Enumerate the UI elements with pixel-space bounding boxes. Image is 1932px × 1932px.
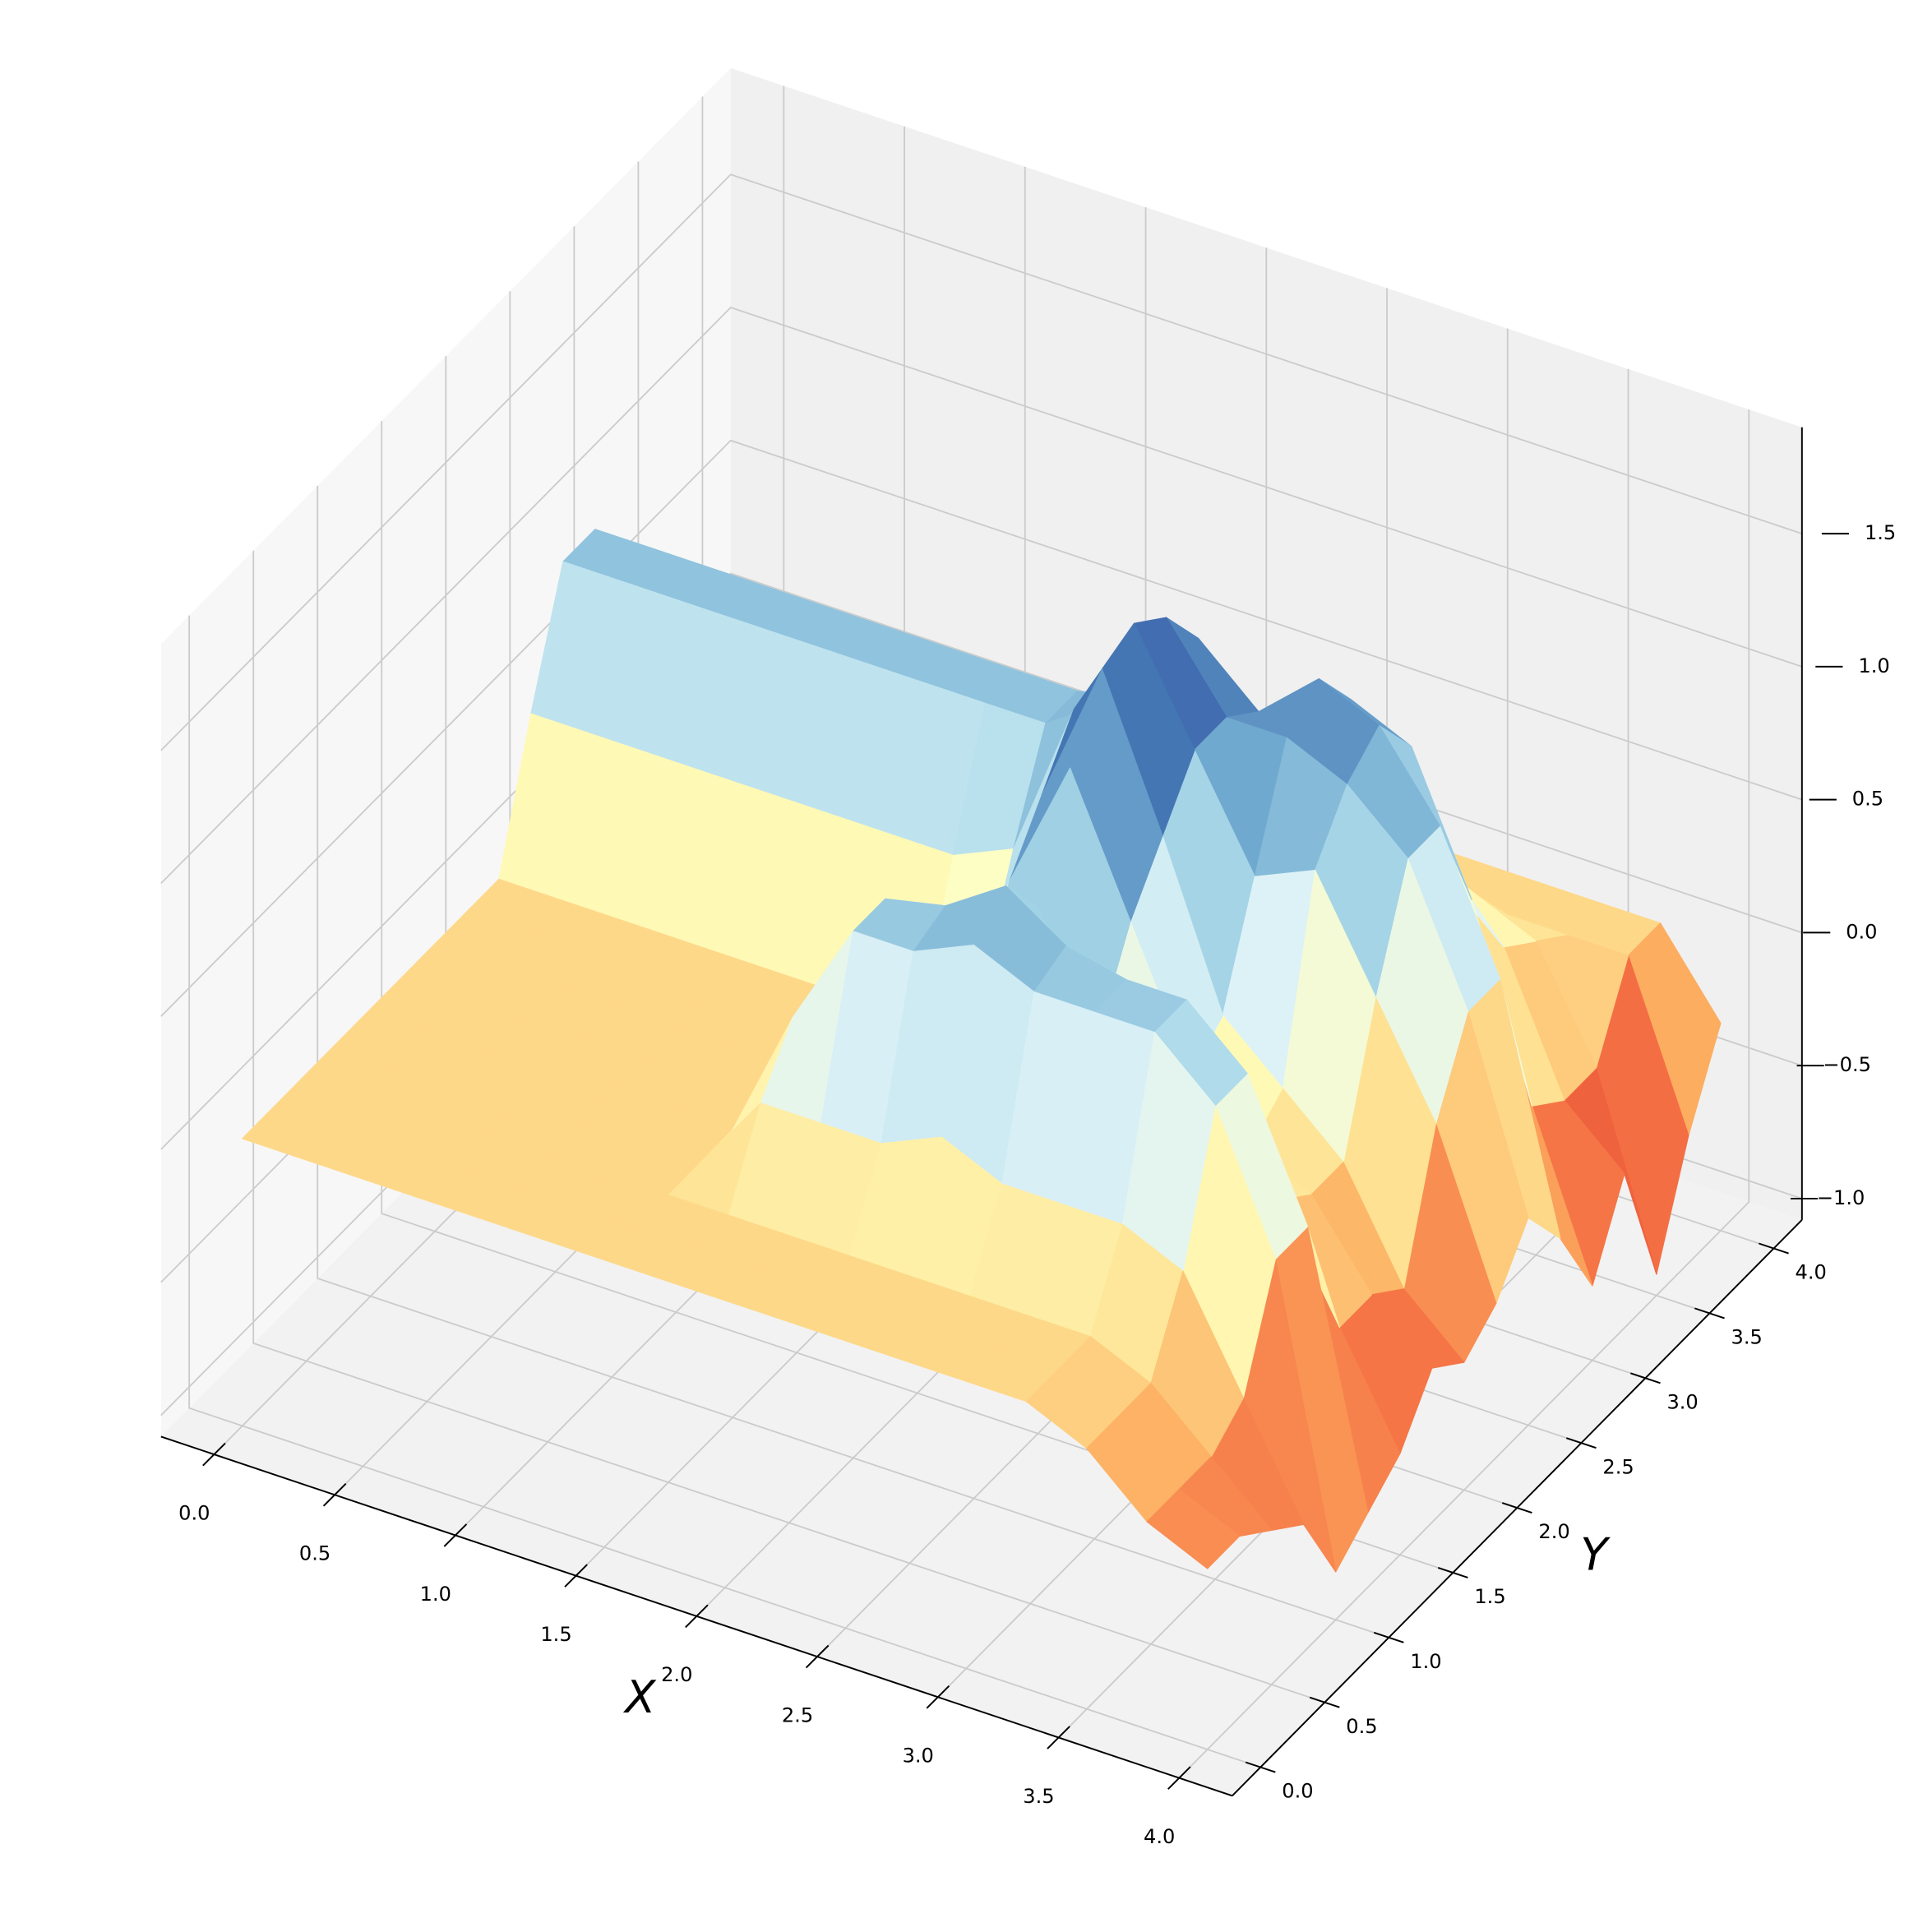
y-tick	[1501, 1502, 1532, 1514]
x-tick	[443, 1523, 468, 1547]
y-tick-label: 1.0	[1410, 1650, 1441, 1673]
z-tick-label: 1.0	[1858, 654, 1889, 677]
z-tick-label: −1.0	[1817, 1186, 1865, 1209]
grid-line	[160, 439, 1803, 1017]
x-tick-label: 0.0	[178, 1501, 210, 1524]
x-axis-label: X	[622, 1671, 657, 1723]
y-tick	[1759, 1242, 1789, 1255]
z-tick-label: 1.5	[1865, 521, 1896, 544]
x-tick-label: 0.5	[299, 1542, 330, 1565]
y-tick	[1566, 1437, 1597, 1449]
x-tick	[685, 1604, 709, 1629]
grid-line	[160, 572, 1803, 1150]
x-tick-label: 2.0	[661, 1663, 692, 1686]
grid-line	[160, 173, 1803, 751]
y-tick-label: 3.5	[1731, 1326, 1762, 1349]
x-tick	[202, 1442, 226, 1467]
x-tick	[926, 1685, 950, 1709]
x-tick-label: 3.0	[903, 1745, 934, 1768]
y-tick	[1630, 1372, 1661, 1384]
surface	[242, 529, 1722, 1573]
y-tick	[1245, 1761, 1276, 1773]
y-tick-label: 2.0	[1538, 1520, 1569, 1543]
y-axis-label: Y	[1580, 1529, 1611, 1581]
x-tick	[1047, 1726, 1070, 1749]
x-tick	[1167, 1766, 1191, 1790]
y-tick-label: 4.0	[1796, 1261, 1827, 1284]
y-tick-label: 1.5	[1474, 1585, 1505, 1608]
y-tick	[1373, 1631, 1404, 1643]
x-tick-label: 1.0	[420, 1583, 451, 1606]
z-tick-label: 0.0	[1846, 920, 1877, 943]
y-tick	[1437, 1566, 1468, 1578]
grid-line	[160, 306, 1803, 885]
y-tick-label: 0.0	[1282, 1780, 1313, 1803]
z-tick-label: 0.5	[1852, 788, 1883, 811]
x-tick	[805, 1644, 830, 1669]
grid-line	[188, 615, 1261, 1768]
x-tick-label: 1.5	[540, 1623, 571, 1646]
y-tick-label: 0.5	[1346, 1715, 1377, 1738]
x-tick-label: 4.0	[1144, 1825, 1175, 1848]
y-tick-label: 2.5	[1602, 1455, 1634, 1478]
z-tick-label: −0.5	[1823, 1053, 1871, 1076]
x-tick	[322, 1483, 347, 1507]
x-tick	[564, 1564, 588, 1588]
grid-line	[252, 550, 1325, 1703]
y-tick-label: 3.0	[1666, 1390, 1698, 1413]
y-tick	[1309, 1696, 1340, 1708]
axes: 0.0 0.5 1.0 1.5 2.0 2.5 3.0 3.5 4.0 0.0 0.5 1.0 1.5 2…	[160, 427, 1896, 1848]
grid-line	[317, 485, 1389, 1639]
grid-line	[1178, 409, 1750, 1779]
y-tick	[1694, 1307, 1725, 1320]
x-tick-label: 2.5	[782, 1703, 813, 1726]
surface-face	[1146, 1488, 1241, 1569]
x-tick-label: 3.5	[1023, 1785, 1054, 1808]
